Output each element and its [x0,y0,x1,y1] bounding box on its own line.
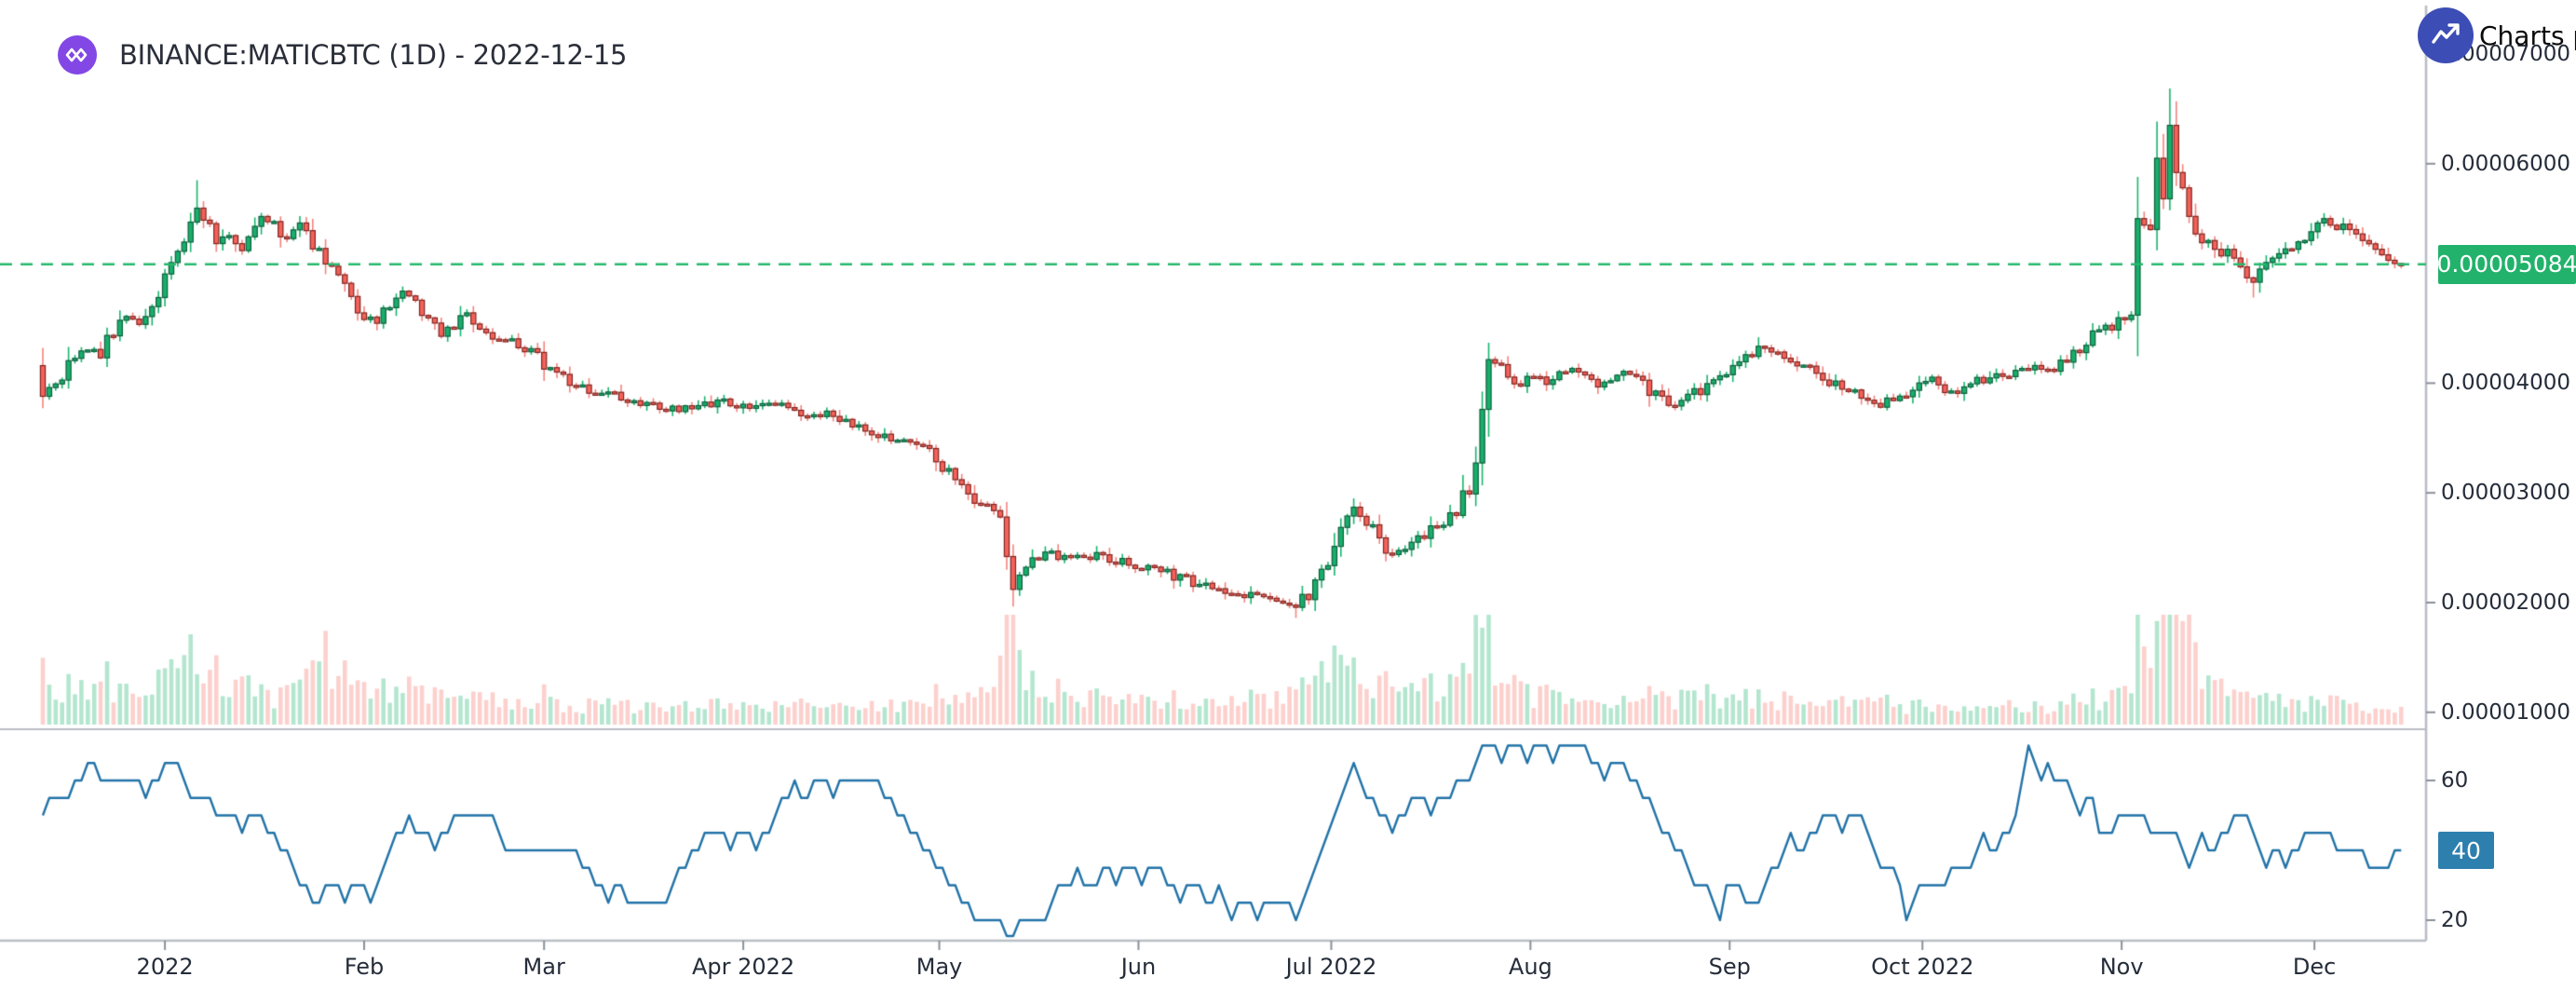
time-axis-label: Mar [522,954,565,980]
time-axis-label: Nov [2099,954,2144,980]
time-axis-label: Jun [1120,954,1157,980]
last-price-value: 0.00005084 [2436,251,2576,278]
time-axis-label: May [915,954,963,980]
time-axis-label: Jul 2022 [1285,954,1377,980]
price-axis-label: 0.00006000 [2441,151,2571,176]
polygon-matic-logo-icon [58,35,97,75]
time-axis-label: Dec [2292,954,2337,980]
price-axis-label: 0.00001000 [2441,699,2571,725]
time-axis-label: Sep [1708,954,1751,980]
watermark-label: Charts p [2479,20,2576,51]
chart-header: BINANCE:MATICBTC (1D) - 2022-12-15 [58,35,627,75]
charts-watermark: Charts p [2418,7,2576,63]
rsi-value: 40 [2451,836,2481,864]
symbol-title: BINANCE:MATICBTC (1D) - 2022-12-15 [119,39,628,71]
price-axis-label: 0.00003000 [2441,481,2571,506]
time-axis-label: Aug [1508,954,1552,980]
time-axis-label: Apr 2022 [691,954,795,980]
time-axis-label: Oct 2022 [1871,954,1974,980]
time-axis-label: 2022 [136,954,194,980]
price-axis-label: 0.00002000 [2441,590,2571,615]
time-axis-label: Feb [344,954,385,980]
price-axis-label: 0.00004000 [2441,371,2571,396]
rsi-axis-label: 20 [2441,908,2469,932]
rsi-value-label: 40 [2438,832,2494,869]
last-price-label: 0.00005084 [2436,244,2576,284]
rsi-axis-label: 60 [2441,768,2469,793]
trending-up-chart-icon [2418,7,2474,63]
